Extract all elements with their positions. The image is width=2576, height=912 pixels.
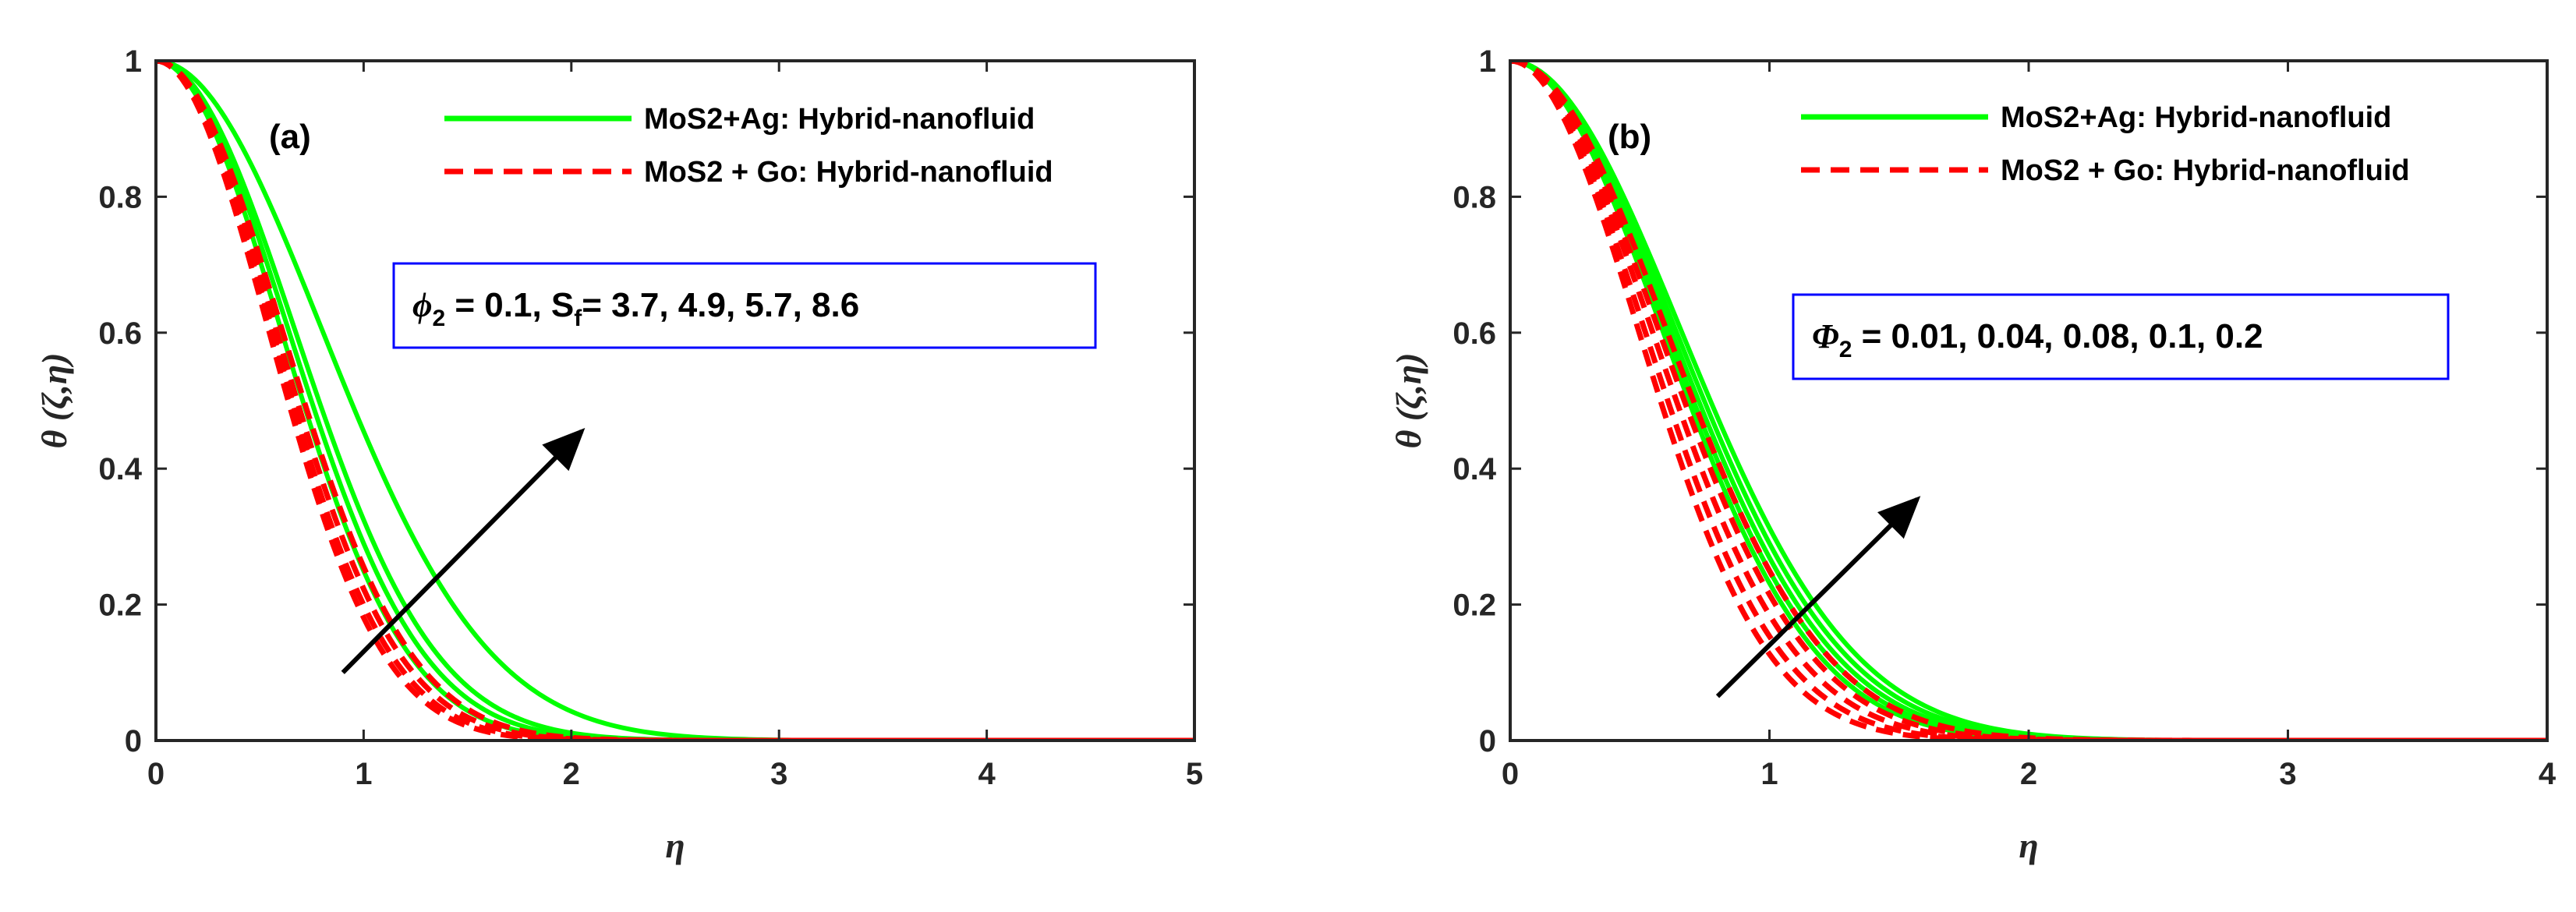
axes-box [154, 59, 1196, 742]
y-tick-label: 0 [125, 724, 142, 758]
y-tick-label: 0.6 [1453, 316, 1496, 351]
y-tick-label: 0.6 [98, 316, 142, 351]
annotation-text: Φ2 = 0.01, 0.04, 0.08, 0.1, 0.2 [1812, 317, 2263, 362]
legend: MoS2+Ag: Hybrid-nanofluid MoS2 + Go: Hybr… [444, 103, 1053, 189]
x-tick-label: 0 [1502, 757, 1519, 791]
y-tick-label: 0.4 [98, 452, 142, 486]
trend-arrow [1715, 496, 1921, 698]
legend-entry-1: MoS2+Ag: Hybrid-nanofluid [2001, 101, 2391, 134]
annotation-text-a: = 0.01, 0.04, 0.08, 0.1, 0.2 [1852, 317, 2263, 355]
x-tick-label: 2 [2020, 757, 2037, 791]
legend: MoS2+Ag: Hybrid-nanofluid MoS2 + Go: Hybr… [1801, 101, 2410, 187]
x-tick-label: 4 [2539, 757, 2557, 791]
annotation-box [392, 262, 1097, 349]
legend-entry-2: MoS2 + Go: Hybrid-nanofluid [2001, 154, 2410, 187]
y-tick-label: 0.2 [98, 589, 142, 623]
annotation-text: ϕ2 = 0.1, Sf= 3.7, 4.9, 5.7, 8.6 [412, 286, 859, 331]
annotation-symbol: Φ [1812, 317, 1839, 355]
y-tick-label: 0 [1479, 724, 1496, 758]
y-tick-label: 0.8 [98, 180, 142, 214]
y-axis-label: θ (ζ,η) [1389, 352, 1428, 448]
x-tick-label: 5 [1186, 757, 1203, 791]
annotation-box [1792, 293, 2450, 380]
annotation-subscript: 2 [1839, 337, 1852, 362]
legend-entry-1: MoS2+Ag: Hybrid-nanofluid [644, 103, 1035, 136]
panel-b: 0 1 2 3 4 0 0.2 0.4 0.6 0.8 1 η θ (ζ,η) (b) MoS2+Ag: H… [1389, 44, 2557, 865]
x-axis-label: η [665, 825, 685, 865]
annotation-text-a: = 0.1, S [445, 286, 574, 324]
green-solid-curve-1 [156, 61, 1194, 741]
annotation-symbol: ϕ [412, 286, 432, 324]
panel-label: (b) [1608, 118, 1651, 156]
annotation-text-b: = 3.7, 4.9, 5.7, 8.6 [582, 286, 859, 324]
parameter-annotation: ϕ2 = 0.1, Sf= 3.7, 4.9, 5.7, 8.6 [392, 262, 1097, 349]
x-tick-label: 1 [1760, 757, 1778, 791]
parameter-annotation: Φ2 = 0.01, 0.04, 0.08, 0.1, 0.2 [1792, 293, 2450, 380]
red-dashed-curve-2 [1510, 61, 2547, 741]
annotation-subscript: 2 [432, 306, 445, 331]
panel-label: (a) [269, 118, 311, 156]
annotation-subscript-2: f [574, 306, 582, 331]
x-tick-label: 3 [2279, 757, 2296, 791]
y-tick-label: 1 [1479, 44, 1496, 79]
x-tick-label: 3 [770, 757, 787, 791]
y-tick-label: 0.4 [1453, 452, 1496, 486]
panel-a: 0 1 2 3 4 5 0 0.2 0.4 0.6 0.8 1 η θ (ζ,η) (a) MoS2+Ag: … [34, 44, 1203, 865]
x-axis-label: η [2019, 825, 2038, 865]
x-tick-label: 0 [147, 757, 165, 791]
y-axis-label: θ (ζ,η) [34, 352, 74, 448]
trend-arrow [341, 427, 586, 674]
x-tick-label: 1 [355, 757, 372, 791]
legend-entry-2: MoS2 + Go: Hybrid-nanofluid [644, 156, 1053, 189]
x-tick-label: 4 [978, 757, 996, 791]
y-tick-label: 1 [125, 44, 142, 79]
x-tick-label: 2 [563, 757, 580, 791]
y-tick-label: 0.2 [1453, 589, 1496, 623]
y-tick-label: 0.8 [1453, 180, 1496, 214]
